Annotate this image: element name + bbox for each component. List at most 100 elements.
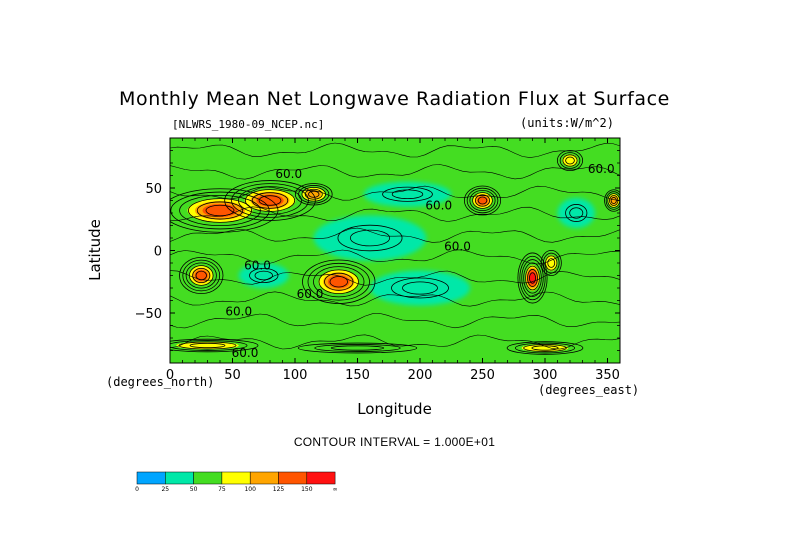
contour-line: [565, 156, 575, 165]
region-south-pacific: [370, 270, 470, 306]
region-fill: [557, 198, 595, 228]
contour-line: [302, 259, 376, 304]
contour-line: [205, 204, 235, 217]
region-antarctica-east: [282, 341, 433, 355]
contour-line: [238, 186, 302, 215]
x-tick-label: 150: [345, 368, 370, 383]
region-fill: [238, 263, 289, 288]
x-tick-label: 50: [224, 368, 241, 383]
file-label: [NLWRS_1980-09_NCEP.nc]: [172, 118, 325, 131]
region-fill: [282, 341, 433, 355]
region-fill: [363, 181, 452, 207]
contour-line: [304, 188, 323, 200]
region-fill: [327, 275, 350, 289]
contour-line: [469, 189, 496, 211]
x-tick-label: 350: [595, 368, 620, 383]
contour-label: 60.0: [232, 346, 259, 360]
x-tick-label: 100: [283, 368, 308, 383]
region-fill: [202, 203, 238, 218]
contour-line: [182, 259, 221, 292]
contour-line: [330, 345, 385, 351]
contour-label: 60.0: [225, 305, 252, 319]
x-axis-label: Longitude: [357, 400, 432, 418]
contour-line: [170, 191, 270, 230]
contour-line: [192, 267, 211, 284]
contour-line: [540, 249, 562, 277]
region-brazil: [545, 255, 558, 271]
contour-line: [170, 164, 620, 180]
contour-line: [170, 338, 259, 353]
contour-line: [521, 259, 544, 297]
x-tick-label: 0: [166, 368, 174, 383]
contour-line: [531, 345, 559, 351]
contour-line: [170, 142, 620, 158]
region-north-atlantic: [557, 198, 595, 228]
contour-line: [527, 269, 538, 287]
contour-line: [308, 190, 320, 198]
contour-line: [559, 152, 581, 169]
contour-label: 60.0: [588, 162, 615, 176]
colorbar-label: 100: [244, 486, 256, 493]
y-tick-label: 0: [154, 245, 162, 260]
contour-line: [170, 334, 620, 350]
contour-label: 60.0: [275, 167, 302, 181]
contour-line: [349, 229, 391, 247]
contour-line: [297, 342, 418, 354]
colorbar-swatch: [306, 471, 336, 485]
contour-line: [337, 224, 403, 252]
region-fill: [545, 255, 558, 271]
contour-line: [170, 291, 620, 307]
region-indian-ocean: [238, 263, 289, 288]
region-fill: [313, 215, 427, 261]
contour-line: [314, 344, 401, 352]
contour-line: [179, 256, 224, 295]
contour-line: [604, 189, 620, 212]
contour-line: [545, 255, 558, 271]
y-tick-label: −50: [135, 307, 162, 322]
contour-line: [402, 281, 438, 295]
colorbar-swatch: [165, 471, 194, 485]
x-tick-label: 300: [533, 368, 558, 383]
contour-line: [474, 194, 491, 207]
contour-line: [523, 344, 567, 352]
contour-line: [251, 192, 289, 209]
contour-line: [517, 252, 548, 304]
contour-line: [196, 201, 244, 220]
contour-line: [318, 269, 359, 294]
y-axis: 50 0 −50: [135, 150, 620, 351]
colorbar-label: 0: [135, 486, 139, 493]
contour-line: [466, 187, 499, 214]
colorbar-swatch: [249, 471, 279, 485]
contour-line: [605, 191, 620, 210]
colorbar-label: ∞: [333, 486, 338, 493]
y-axis-unit-label: (degrees_north): [106, 375, 215, 389]
contour-line: [185, 262, 217, 289]
contour-label: 60.0: [244, 258, 271, 272]
region-greenland: [562, 154, 578, 167]
contour-line: [382, 186, 433, 202]
contour-line: [170, 270, 620, 286]
contour-line: [525, 265, 540, 291]
colorbar-swatch: [193, 471, 223, 485]
contour-line: [298, 185, 330, 204]
region-fill: [256, 194, 284, 207]
colorbar: 0 25 50 75 100 125 150 ∞: [135, 471, 338, 493]
contour-line: [547, 258, 556, 268]
region-fill: [562, 154, 578, 167]
contour-line: [307, 262, 370, 301]
colorbar-label: 150: [301, 486, 313, 493]
contour-line: [294, 183, 333, 206]
contour-line: [463, 185, 502, 216]
contour-line: [529, 272, 536, 284]
colorbar-swatch: [221, 471, 251, 485]
contour-line: [195, 270, 207, 281]
colorbar-label: 50: [190, 486, 198, 493]
y-tick-label: 50: [145, 182, 162, 197]
colorbar-swatch: [136, 471, 166, 485]
colorbar-label: 25: [161, 486, 169, 493]
contour-line: [569, 207, 584, 219]
x-tick-label: 200: [408, 368, 433, 383]
colorbar-label: 75: [218, 486, 226, 493]
contour-line: [313, 266, 365, 298]
